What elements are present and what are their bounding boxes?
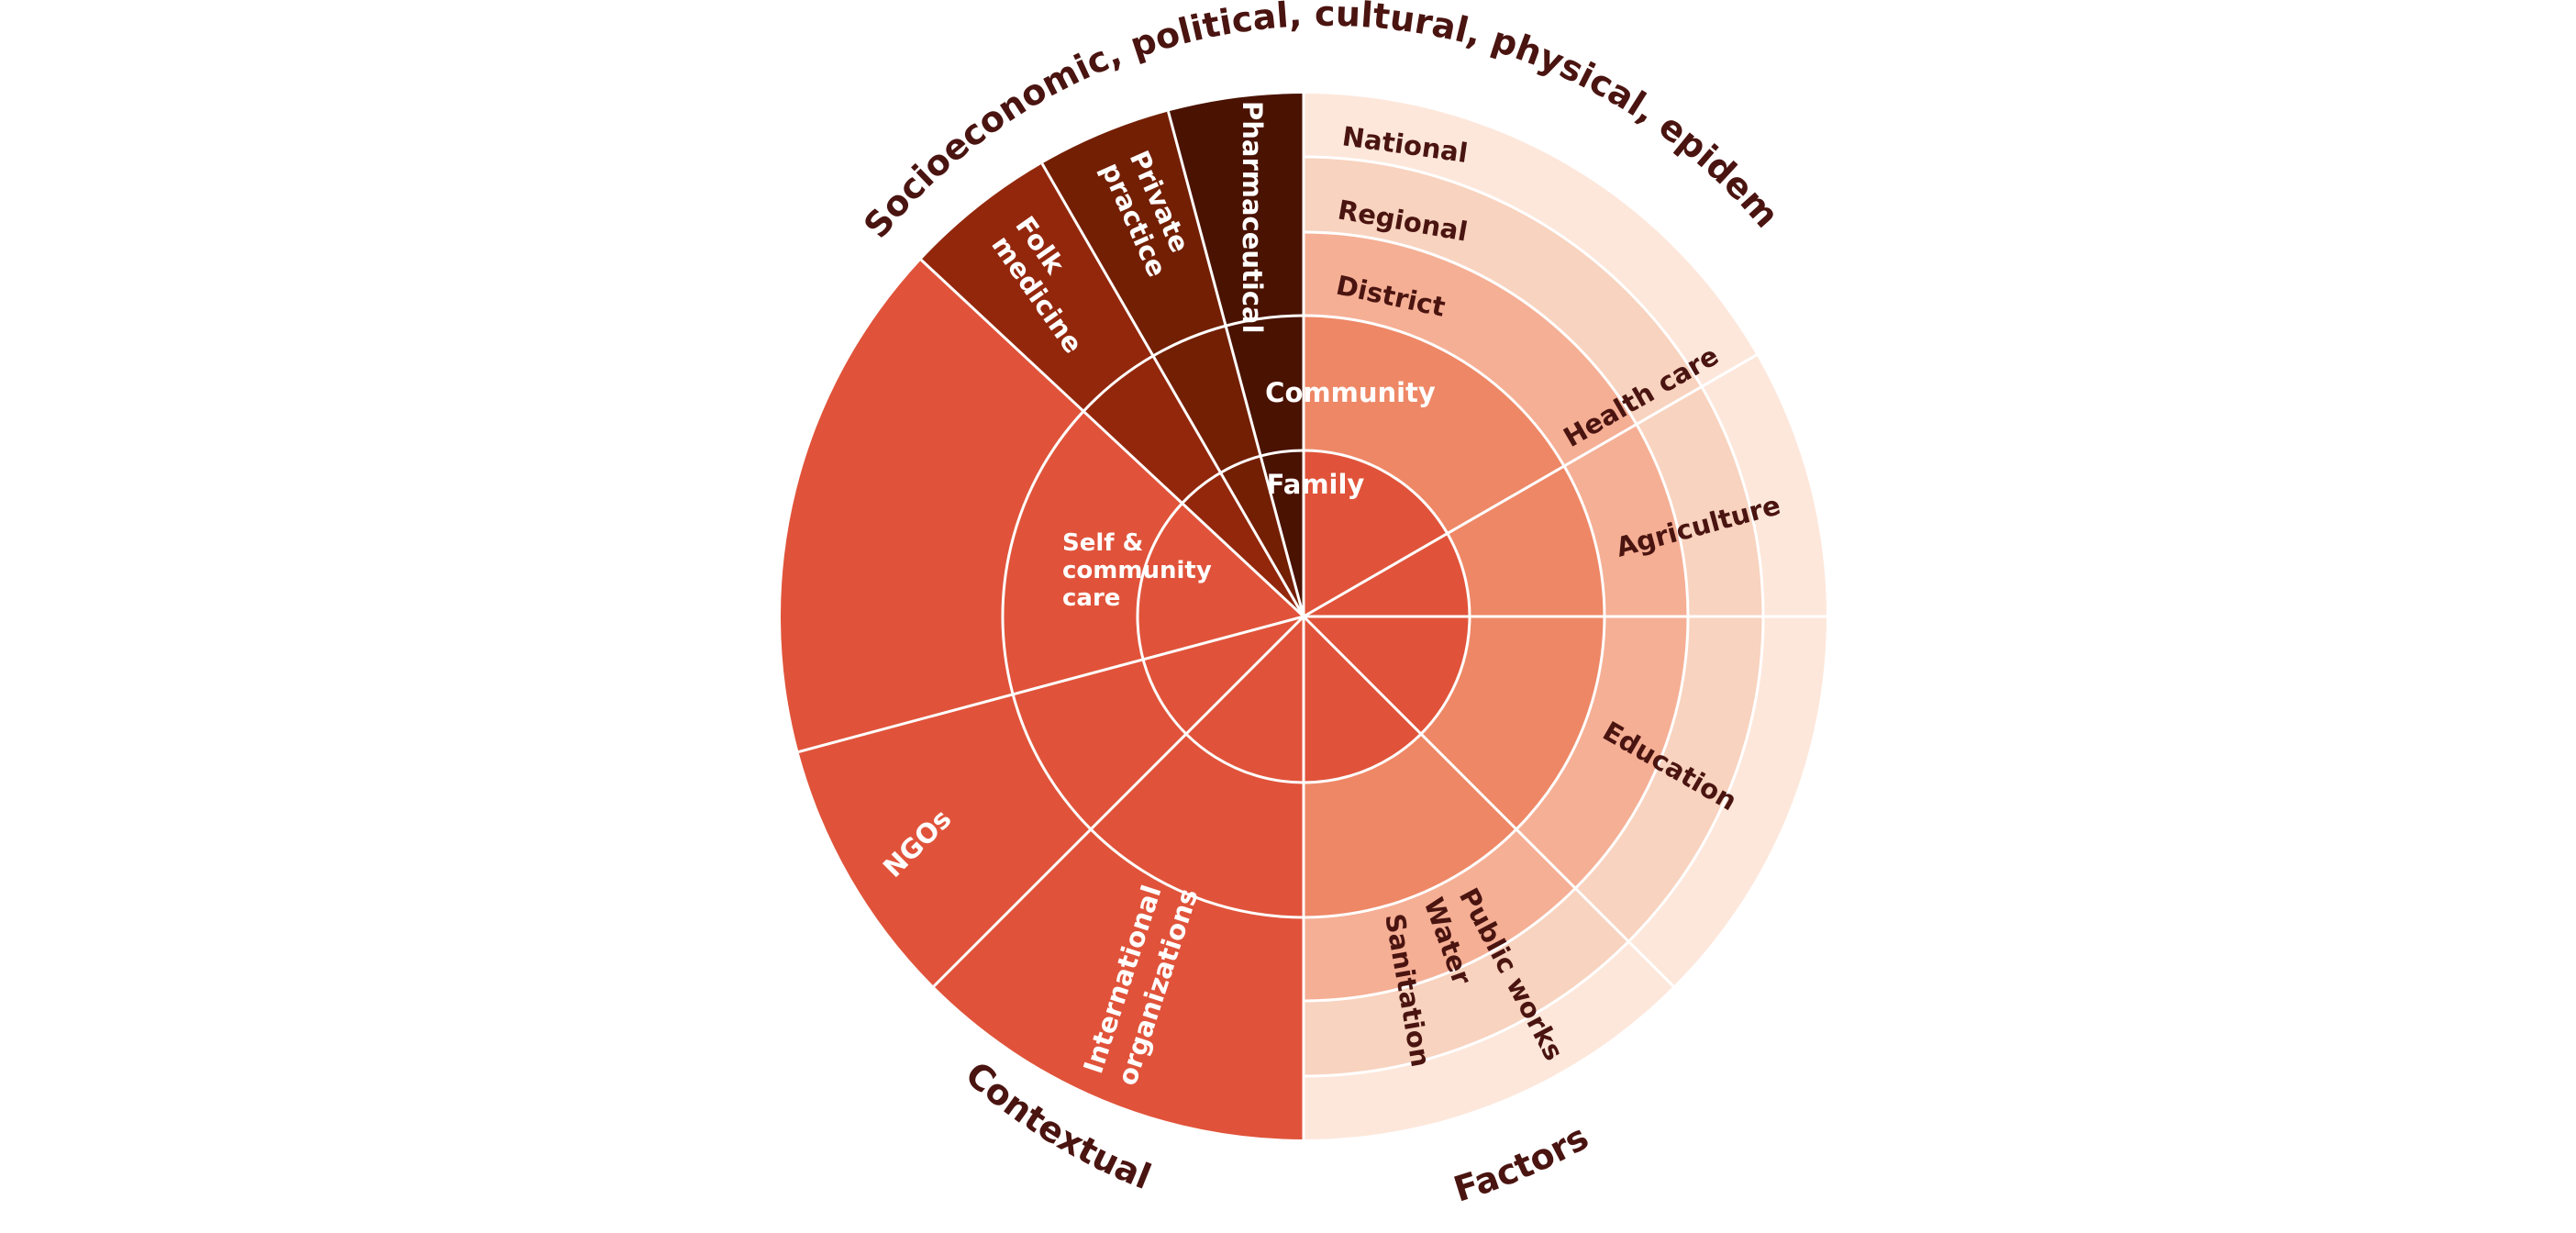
divider-radial-330 <box>1040 162 1305 617</box>
sectors-layer <box>781 94 1827 1139</box>
label-self-care-line2: community <box>1062 557 1212 584</box>
sector-private-practice <box>1042 111 1304 616</box>
sector-international-organizations <box>933 616 1304 1139</box>
sector-folk-medicine <box>921 163 1304 616</box>
divider-lines <box>798 94 1827 1139</box>
ring-national <box>1304 94 1827 1139</box>
ring-district <box>1304 232 1688 1001</box>
ring-regional <box>1304 157 1763 1076</box>
label-community: Community <box>1265 377 1436 408</box>
title-factors: Factors <box>1449 1116 1594 1210</box>
divider-radial-225 <box>932 615 1305 988</box>
label-pharmaceutical: Pharmaceutical <box>1237 101 1268 334</box>
divider-radial-313 <box>920 259 1305 618</box>
divider-radial-60 <box>1303 353 1758 618</box>
ring-community-right <box>1304 316 1604 917</box>
label-self-care-line3: care <box>1062 584 1120 612</box>
label-family: Family <box>1267 469 1365 500</box>
divider-radial-255 <box>798 615 1305 753</box>
sector-ngos <box>798 616 1304 987</box>
sector-self-community-care <box>781 260 1304 752</box>
divider-radial-135 <box>1302 615 1675 988</box>
label-self-care-line1: Self & <box>1062 529 1143 557</box>
divider-radial-345 <box>1167 111 1305 617</box>
